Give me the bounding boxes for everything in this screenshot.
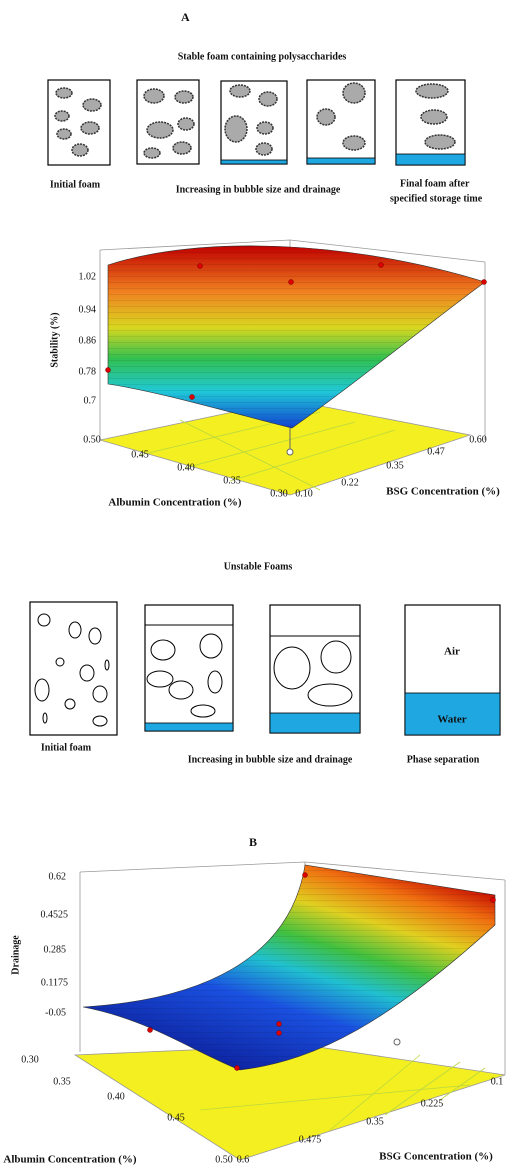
caption: Final foam after xyxy=(400,178,470,189)
air-label: Air xyxy=(444,646,460,658)
y-tick-label: 0.94 xyxy=(79,304,97,315)
z-tick-label: 0.35 xyxy=(386,460,404,471)
unstable-title: Unstable Foams xyxy=(224,561,293,572)
x-tick-label: 0.45 xyxy=(131,449,149,460)
stable-title: Stable foam containing polysaccharides xyxy=(178,51,347,62)
panel-label: A xyxy=(181,10,190,24)
z-tick-label: 0.1 xyxy=(491,1076,504,1087)
x-tick-label: 0.35 xyxy=(223,475,241,486)
x-tick-label: 0.50 xyxy=(215,1154,233,1165)
caption: Increasing in bubble size and drainage xyxy=(188,754,353,765)
x-tick-label: 0.35 xyxy=(53,1076,71,1087)
x-axis-label: Albumin Concentration (%) xyxy=(108,497,242,509)
caption: Initial foam xyxy=(41,742,92,753)
z-tick-label: 0.225 xyxy=(421,1098,444,1109)
x-tick-label: 0.30 xyxy=(270,488,288,499)
x-tick-label: 0.45 xyxy=(167,1112,185,1123)
unstable-foam-boxes xyxy=(29,601,501,736)
x-axis-label: Albumin Concentration (%) xyxy=(3,1154,137,1166)
z-axis-label: BSG Concentration (%) xyxy=(386,486,500,498)
y-tick-label: 0.285 xyxy=(44,944,67,955)
y-tick-label: -0.05 xyxy=(45,1007,66,1018)
z-tick-label: 0.6 xyxy=(237,1154,250,1165)
caption: Increasing in bubble size and drainage xyxy=(176,184,341,195)
y-tick-label: 0.86 xyxy=(79,335,97,346)
panel-label: B xyxy=(249,835,257,849)
y-tick-label: 1.02 xyxy=(79,271,97,282)
y-tick-label: 0.7 xyxy=(84,395,97,406)
y-axis-label: Drainage xyxy=(10,935,21,975)
y-axis-label: Stability (%) xyxy=(49,312,60,367)
z-tick-label: 0.60 xyxy=(469,434,487,445)
y-tick-label: 0.62 xyxy=(49,871,67,882)
z-tick-label: 0.35 xyxy=(366,1116,384,1127)
z-tick-label: 0.475 xyxy=(299,1134,322,1145)
y-tick-label: 0.4525 xyxy=(41,909,69,920)
z-axis-label: BSG Concentration (%) xyxy=(379,1151,493,1163)
z-tick-label: 0.10 xyxy=(295,488,313,499)
y-tick-label: 0.1175 xyxy=(41,977,68,988)
x-tick-label: 0.40 xyxy=(107,1091,125,1102)
caption: Phase separation xyxy=(407,754,480,765)
surface-plot-a xyxy=(99,239,487,496)
z-tick-label: 0.22 xyxy=(341,477,359,488)
stable-foam-boxes xyxy=(47,79,466,166)
surface-plot-b xyxy=(73,861,506,1161)
x-tick-label: 0.40 xyxy=(177,462,195,473)
caption: specified storage time xyxy=(390,193,483,204)
z-tick-label: 0.47 xyxy=(427,446,445,457)
caption: Initial foam xyxy=(50,179,101,190)
x-tick-label: 0.30 xyxy=(21,1054,39,1065)
y-tick-label: 0.78 xyxy=(79,366,97,377)
x-tick-label: 0.50 xyxy=(83,434,101,445)
water-label: Water xyxy=(437,714,466,726)
